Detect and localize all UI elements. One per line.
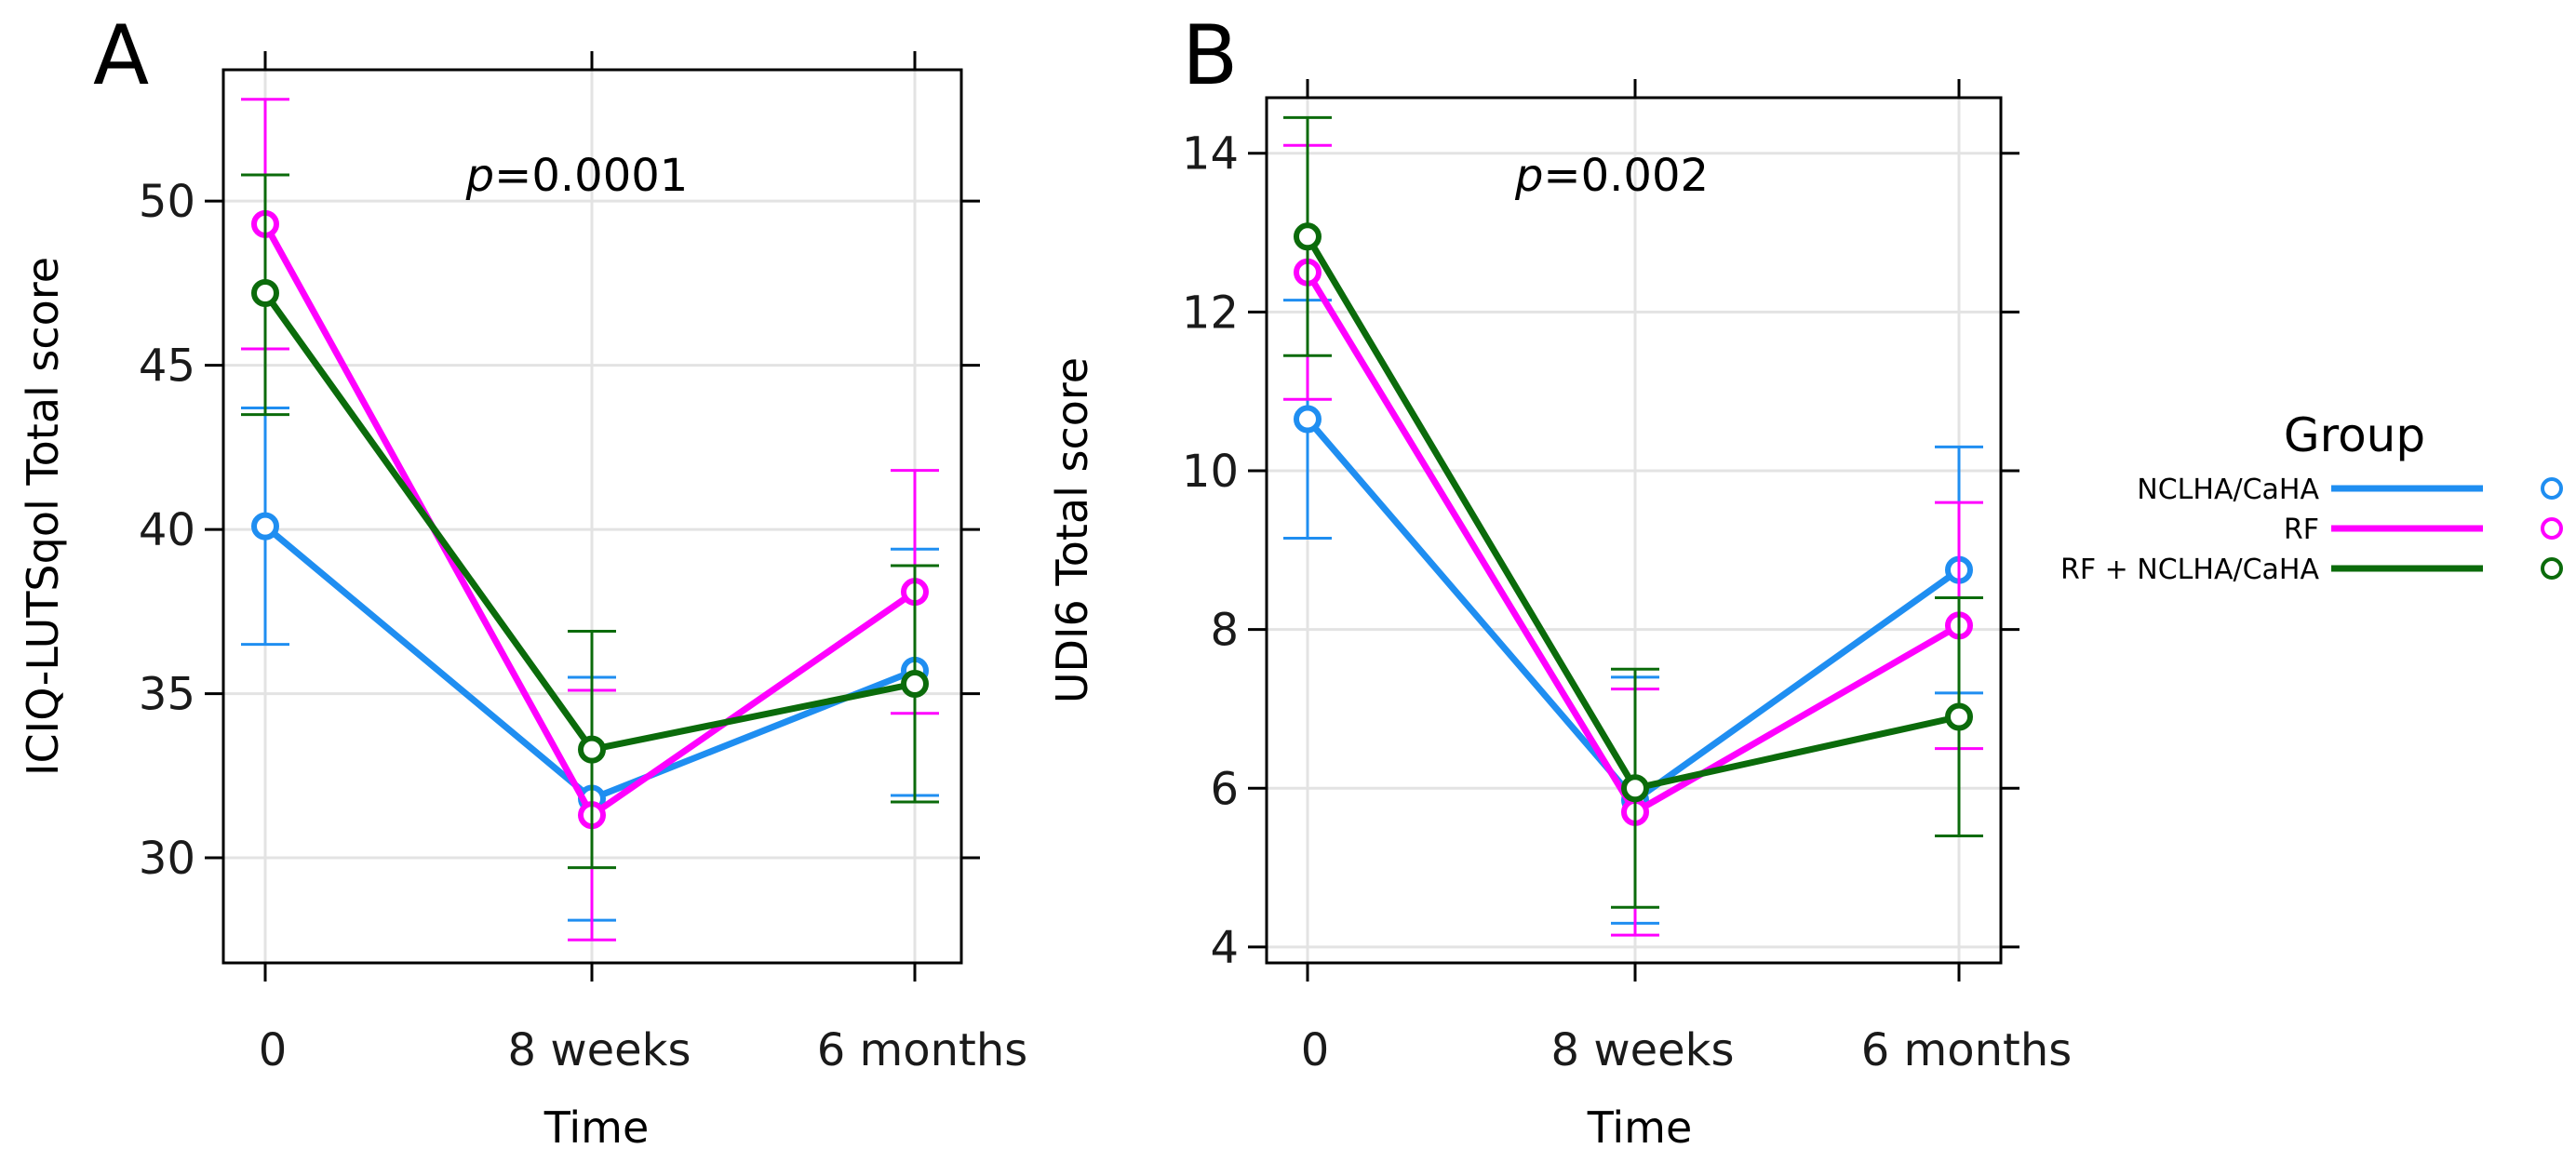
series-2 [241,173,939,870]
p-value-annotation: p=0.0001 [465,150,689,202]
data-point [251,512,279,541]
series-1 [241,98,939,942]
series-1 [1283,143,1983,937]
y-tick-label: 50 [139,176,195,228]
x-axis-title: Time [543,1102,650,1153]
x-tick-label: 0 [1301,1024,1330,1076]
data-point [1294,405,1322,434]
series-line [262,222,917,819]
y-tick-label: 30 [139,833,195,885]
x-tick-label: 8 weeks [508,1024,691,1076]
y-tick-label: 6 [1210,763,1239,815]
series-line [1305,270,1961,816]
y-tick-label: 35 [139,669,195,721]
p-value-number: =0.0001 [494,150,688,202]
series-2 [1283,115,1983,909]
panel-letter: B [1182,7,1238,103]
data-point [578,735,606,764]
p-value-symbol: p [465,150,494,202]
y-tick-label: 14 [1182,128,1239,180]
data-point [1294,222,1322,251]
legend-label: RF + NCLHA/CaHA [2060,554,2319,586]
data-point [1945,702,1973,731]
y-tick-label: 10 [1182,446,1239,498]
panel-a: 30 35 40 45 50 0 8 weeks 6 months Time ICIQ-LUTSq… [18,7,1027,1153]
y-tick-label: 4 [1210,922,1239,974]
y-axis-title: UDI6 Total score [1047,357,1097,703]
panel-b: 4 6 8 10 12 14 0 8 weeks 6 months Time UDI6 Total … [1047,7,2072,1153]
legend-label: RF [2284,514,2319,546]
panel-letter: A [93,7,149,103]
p-value-number: =0.002 [1543,150,1709,202]
y-tick-label: 8 [1210,605,1239,657]
x-tick-label: 6 months [817,1024,1028,1076]
y-tick-label: 45 [139,341,195,393]
x-tick-label: 8 weeks [1551,1024,1735,1076]
data-point [1621,774,1649,803]
series-line [1304,234,1960,792]
y-tick-label: 40 [139,504,195,556]
legend: Group NCLHA/CaHA RF RF + NCLHA/CaHA [2060,408,2563,586]
series-line [1305,417,1962,804]
x-tick-label: 0 [259,1024,288,1076]
p-value-annotation: p=0.002 [1514,150,1709,202]
data-point [901,670,929,698]
series-0 [241,407,939,922]
x-tick-label: 6 months [1861,1024,2073,1076]
legend-marker [2541,477,2563,500]
legend-label: NCLHA/CaHA [2137,474,2319,506]
series-line [262,290,916,754]
y-tick-label: 12 [1182,287,1239,339]
legend-marker [2541,557,2563,580]
y-axis-title: ICIQ-LUTSqol Total score [18,257,68,776]
p-value-symbol: p [1514,150,1543,202]
series-0 [1283,299,1983,925]
legend-title: Group [2284,408,2425,462]
x-axis-title: Time [1587,1102,1693,1153]
legend-marker [2541,517,2563,540]
data-point [251,279,279,307]
